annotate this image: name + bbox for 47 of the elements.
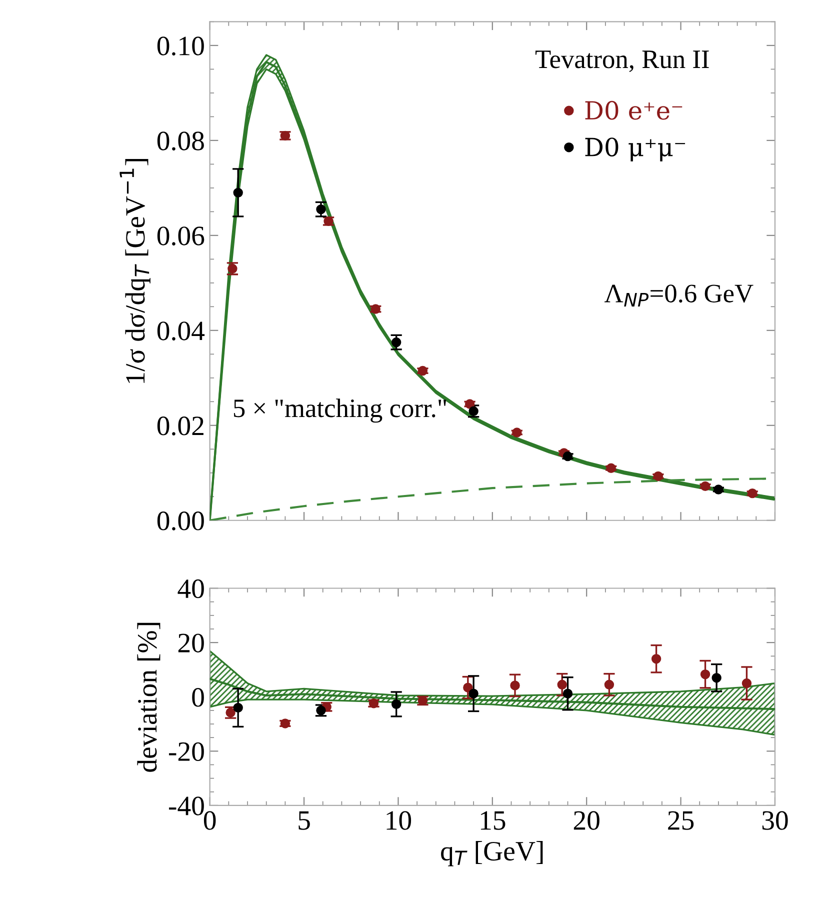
annotation: Tevatron, Run II (535, 50, 709, 72)
y-tick-label: 0 (192, 688, 204, 707)
x-tick-label: 10 (386, 811, 412, 830)
point (653, 471, 664, 482)
y-tick-label: 40 (178, 579, 204, 598)
point (651, 654, 662, 664)
point (700, 481, 710, 492)
point (748, 488, 758, 498)
x-tick-label: 30 (762, 811, 788, 830)
x-tick-label: 15 (480, 811, 506, 830)
point (557, 680, 567, 690)
x-tick-label: 20 (574, 811, 600, 830)
y-tick-label: 20 (178, 634, 204, 652)
annotation: Λ$_{NP}$=0.6 GeV (604, 284, 754, 307)
point (391, 699, 402, 710)
y-tick-label: 0.10 (157, 36, 204, 56)
y-tick-label: 0.00 (157, 512, 204, 530)
point (700, 669, 710, 680)
point (512, 428, 522, 438)
point (712, 672, 722, 683)
y-tick-label: -20 (168, 742, 204, 762)
point (606, 463, 616, 473)
legend-label: D0 μ⁺μ⁻ (585, 138, 686, 162)
y-tick-label: -40 (168, 796, 204, 816)
x-tick-label: 0 (204, 811, 216, 830)
point (468, 688, 478, 698)
y-axis-title: deviation [%] (137, 622, 160, 772)
point (463, 682, 473, 692)
point (562, 451, 573, 462)
point (316, 204, 326, 214)
legend-label: D0 e⁺e⁻ (585, 100, 682, 120)
point (510, 680, 520, 690)
y-tick-label: 0.06 (157, 226, 204, 246)
point (233, 702, 243, 713)
y-tick-label: 0.02 (157, 416, 204, 436)
annotation: 5 × "matching corr." (234, 398, 446, 423)
x-axis-title: q$_{T}$ [GeV] (441, 841, 543, 866)
point (233, 188, 243, 198)
x-tick-label: 5 (298, 811, 310, 830)
x-tick-label: 25 (668, 811, 694, 830)
y-tick-label: 0.08 (157, 132, 204, 150)
point (604, 680, 614, 690)
point (391, 337, 402, 348)
point (562, 688, 573, 698)
y-tick-label: 0.04 (157, 322, 205, 340)
point (742, 678, 752, 688)
y-axis-title: 1/σ dσ/dq$_{T}$ [GeV$^{−1}$] (120, 159, 150, 383)
